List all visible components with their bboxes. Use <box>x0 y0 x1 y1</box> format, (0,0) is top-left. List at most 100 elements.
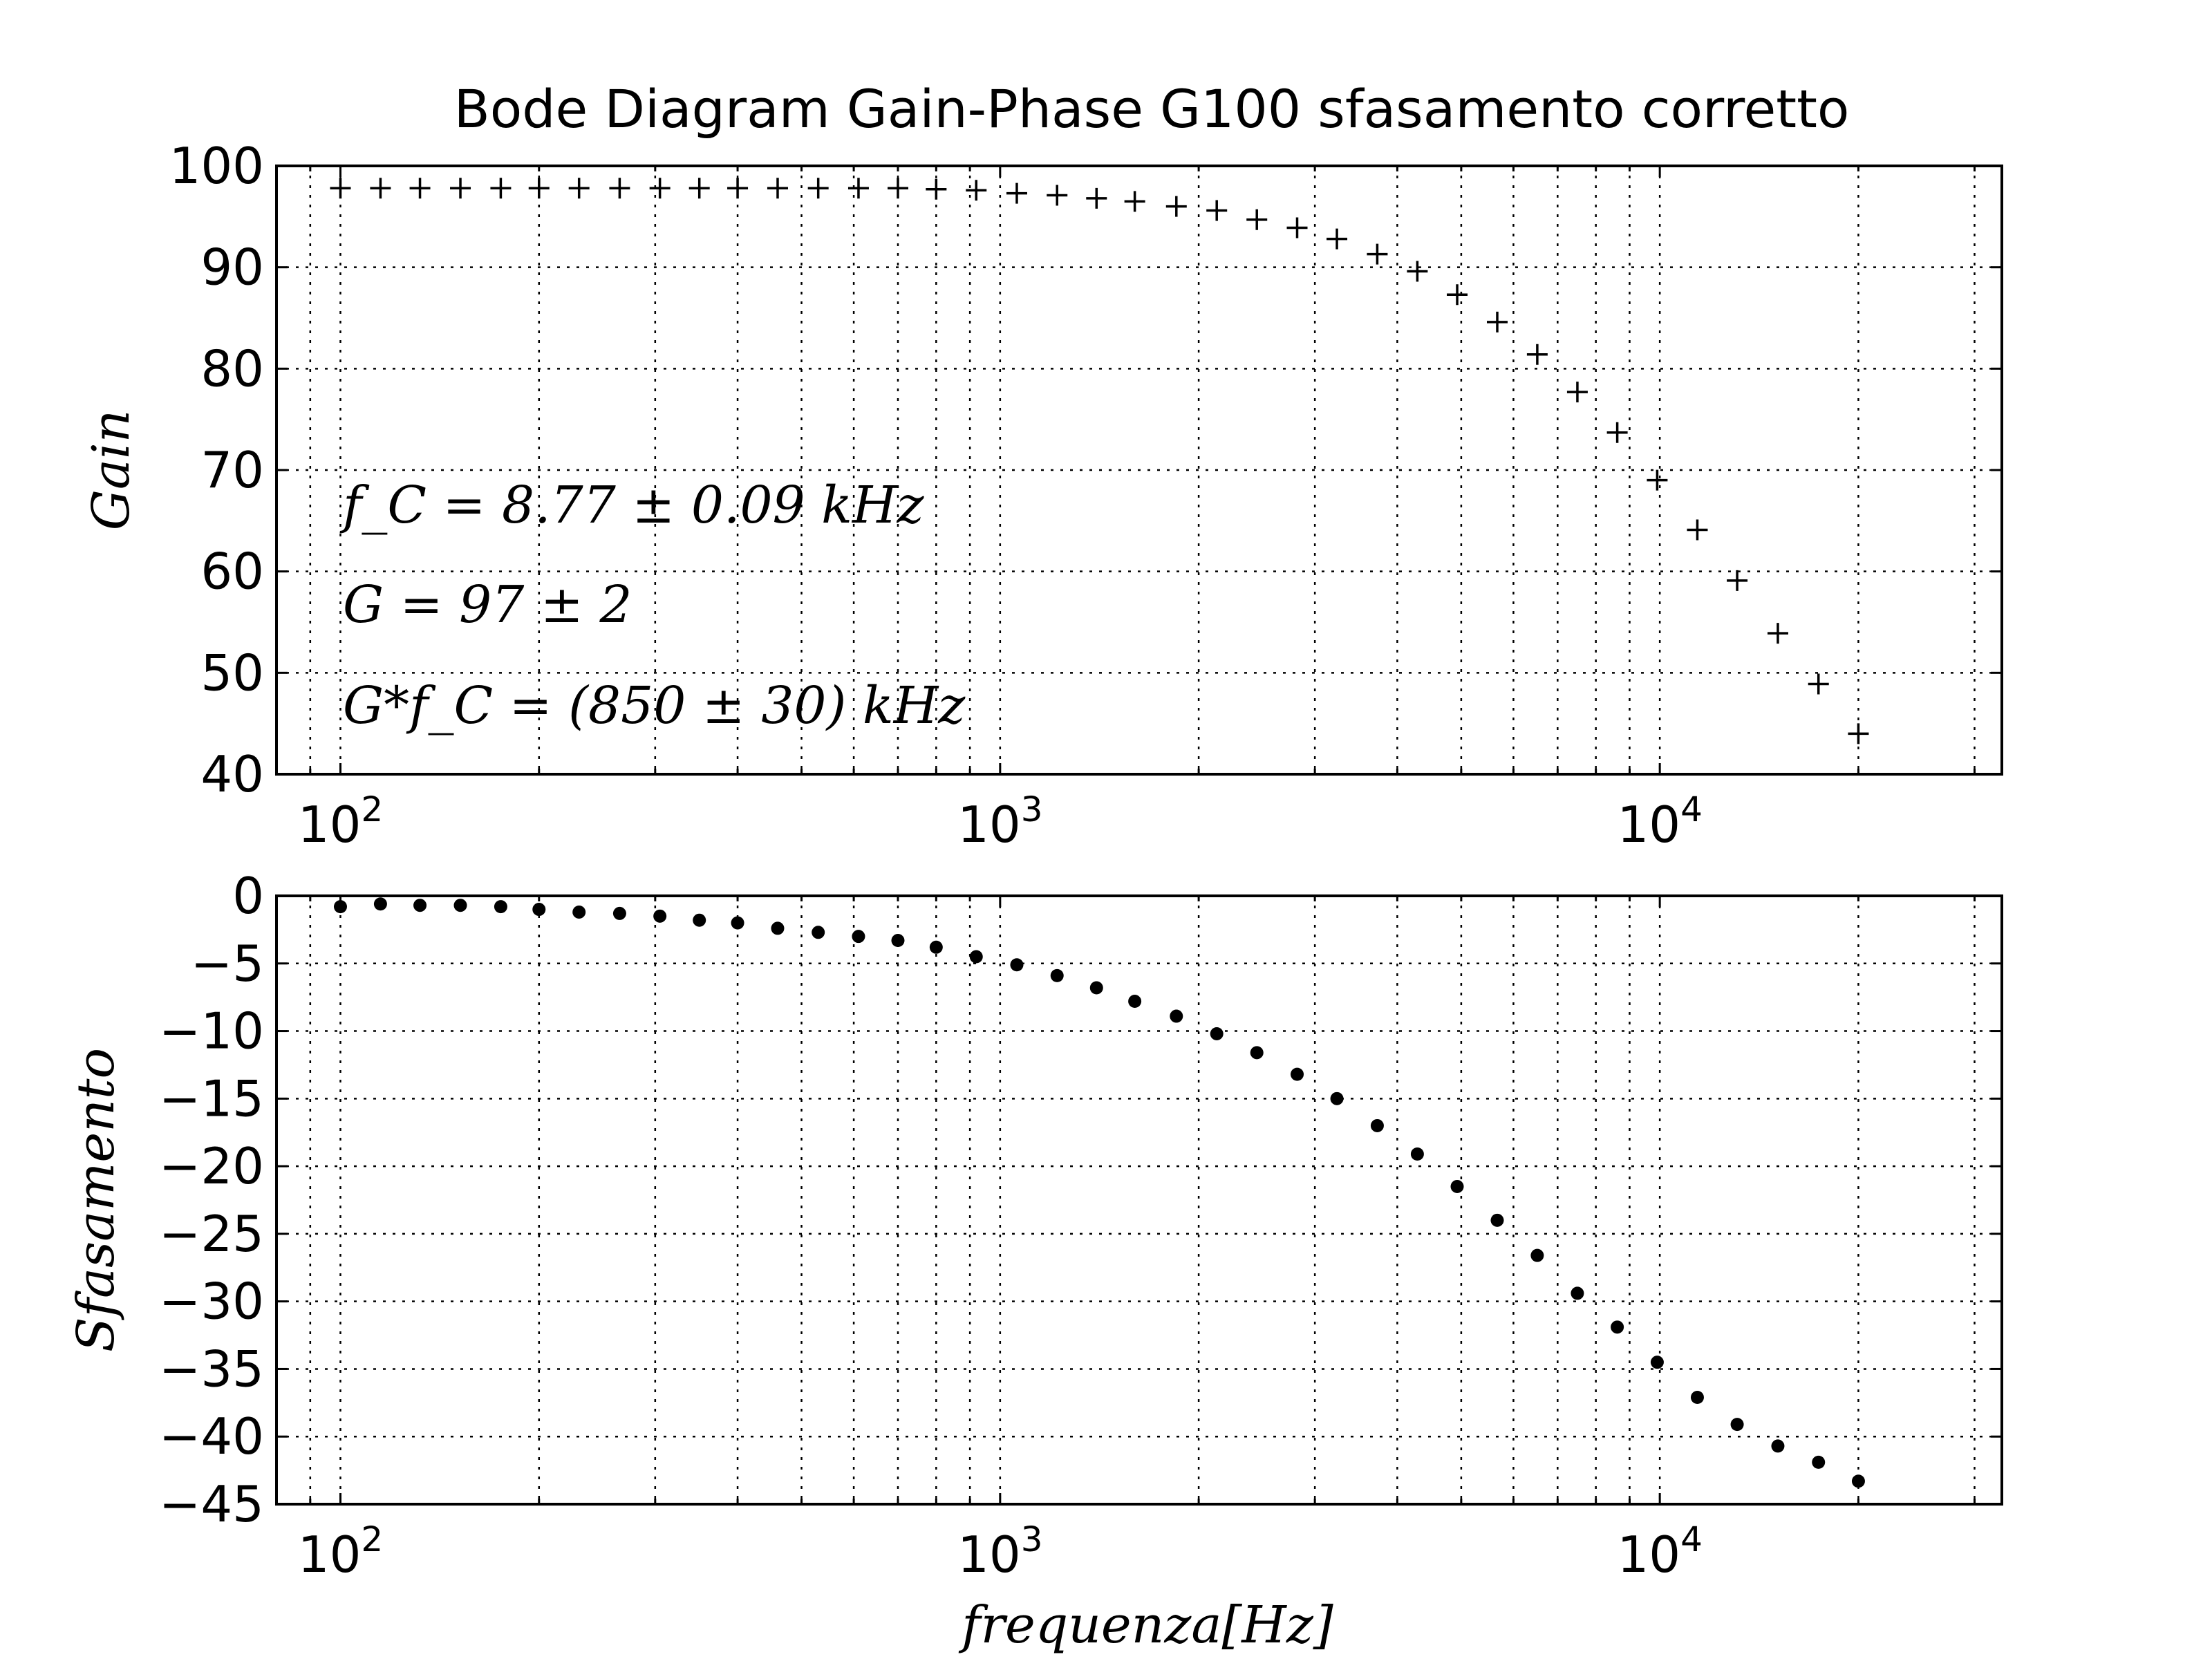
phase-point <box>929 940 943 954</box>
gain-point <box>688 178 710 199</box>
phase-point <box>1089 981 1103 995</box>
phase-point <box>693 913 706 927</box>
phase-point <box>1571 1286 1584 1300</box>
gain-point <box>649 178 671 199</box>
gain-point <box>450 178 471 199</box>
phase-point <box>572 905 586 919</box>
y-tick-label: −15 <box>159 1069 264 1127</box>
gain-point <box>966 180 987 201</box>
x-tick-label: 104 <box>1617 789 1702 854</box>
phase-axes-frame <box>275 894 2003 1506</box>
phase-point <box>812 926 825 939</box>
phase-point <box>1330 1091 1344 1105</box>
y-tick-label: −20 <box>159 1137 264 1195</box>
phase-point <box>852 930 865 944</box>
phase-point <box>1690 1391 1704 1405</box>
phase-point <box>771 921 785 935</box>
gain-point <box>1246 209 1268 230</box>
gain-grid <box>276 166 2002 774</box>
gain-point <box>1526 344 1548 365</box>
gain-point <box>1327 228 1348 250</box>
phase-point <box>653 909 667 923</box>
gain-point <box>1447 284 1468 306</box>
gain-point <box>767 178 788 199</box>
phase-series <box>333 897 1865 1488</box>
annotation-gain: G = 97 ± 2 <box>343 575 632 635</box>
phase-point <box>612 906 626 920</box>
phase-point <box>413 899 427 912</box>
phase-xtick-labels: 102 103 104 <box>298 1519 1703 1584</box>
gain-point <box>330 178 351 199</box>
phase-point <box>969 950 983 964</box>
gain-point <box>1727 570 1748 591</box>
phase-ytick-labels: 0 −5 −10 −15 −20 −25 −30 −35 −40 −45 <box>159 867 264 1533</box>
gain-series <box>330 178 1869 744</box>
phase-point <box>1851 1474 1865 1488</box>
phase-grid <box>276 896 2002 1504</box>
gain-point <box>1687 519 1708 541</box>
gain-ylabel: Gain <box>82 410 141 531</box>
y-tick-label: 70 <box>200 441 264 499</box>
gain-point <box>926 178 947 200</box>
y-tick-label: −25 <box>159 1205 264 1263</box>
y-tick-label: −45 <box>159 1475 264 1533</box>
gain-point <box>1407 261 1428 282</box>
phase-ticks <box>276 894 2002 1506</box>
phase-point <box>1730 1418 1744 1432</box>
phase-point <box>1370 1118 1384 1132</box>
annotation-gbw: G*f_C = (850 ± 30) kHz <box>343 676 966 735</box>
gain-point <box>568 178 590 199</box>
y-tick-label: −30 <box>159 1273 264 1331</box>
gain-point <box>1165 196 1187 217</box>
y-tick-label: −40 <box>159 1407 264 1465</box>
gain-panel: 40 50 60 70 80 90 100 102 103 104 Gain f_C = 8.7… <box>82 137 2003 854</box>
x-tick-label: 103 <box>957 789 1042 854</box>
y-tick-label: 40 <box>200 745 264 803</box>
chart-title: Bode Diagram Gain-Phase G100 sfasamento … <box>454 78 1850 140</box>
gain-point <box>528 178 550 199</box>
gain-point <box>409 178 431 199</box>
x-tick-label: 104 <box>1617 1519 1702 1584</box>
frequency-xlabel: frequenza[Hz] <box>958 1595 1333 1655</box>
phase-point <box>494 900 507 914</box>
phase-point <box>1291 1067 1304 1081</box>
phase-point <box>1530 1248 1544 1262</box>
phase-point <box>1170 1009 1183 1023</box>
y-tick-label: −35 <box>159 1340 264 1398</box>
gain-ticks <box>276 165 2002 776</box>
gain-point <box>1848 723 1869 744</box>
phase-point <box>1410 1147 1424 1161</box>
y-tick-label: −5 <box>191 935 264 993</box>
y-tick-label: 50 <box>200 644 264 702</box>
phase-point <box>731 916 744 930</box>
gain-point <box>727 178 749 199</box>
gain-point <box>1487 311 1508 332</box>
gain-point <box>1086 187 1107 209</box>
gain-point <box>1286 217 1308 238</box>
gain-point <box>1767 623 1788 644</box>
gain-point <box>1808 673 1829 695</box>
x-tick-label: 102 <box>298 789 383 854</box>
fit-annotations: f_C = 8.77 ± 0.09 kHz G = 97 ± 2 G*f_C =… <box>339 476 966 735</box>
phase-point <box>373 897 387 911</box>
gain-point <box>609 178 630 199</box>
phase-point <box>1771 1439 1785 1453</box>
gain-point <box>1124 191 1145 212</box>
x-tick-label: 103 <box>957 1519 1042 1584</box>
x-tick-label: 102 <box>298 1519 383 1584</box>
y-tick-label: 60 <box>200 543 264 601</box>
y-tick-label: −10 <box>159 1002 264 1060</box>
gain-point <box>1006 182 1027 204</box>
gain-point <box>370 178 391 199</box>
gain-point <box>847 178 869 199</box>
phase-ylabel: Sfasamento <box>66 1048 126 1352</box>
phase-panel: 0 −5 −10 −15 −20 −25 −30 −35 −40 −45 102 103 104 Sf… <box>66 867 2003 1655</box>
phase-point <box>453 899 467 912</box>
phase-point <box>532 903 546 917</box>
gain-point <box>1647 469 1668 491</box>
gain-xtick-labels: 102 103 104 <box>298 789 1703 854</box>
gain-point <box>1606 422 1628 443</box>
y-tick-label: 100 <box>169 137 264 195</box>
phase-point <box>1812 1455 1826 1469</box>
y-tick-label: 0 <box>232 867 264 925</box>
